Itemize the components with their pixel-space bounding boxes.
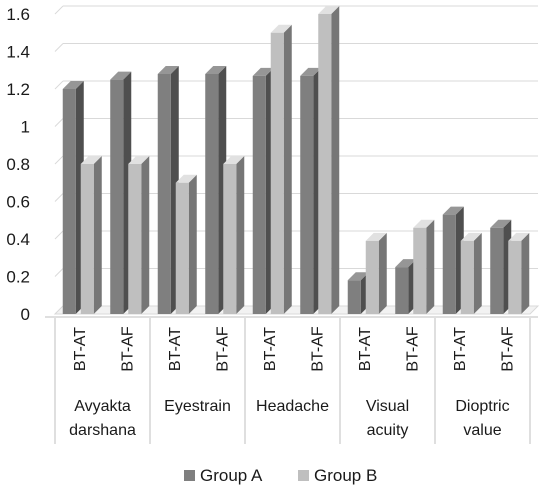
bar-group-b <box>318 6 340 314</box>
legend-swatch <box>298 470 309 481</box>
gridline-side <box>54 118 64 127</box>
bar-group-a <box>347 272 369 314</box>
x-tick-label: BT-AF <box>309 326 326 372</box>
bar-group-a <box>252 67 274 314</box>
group-label: Avyakta <box>74 398 131 415</box>
y-tick-label: 0.4 <box>6 230 30 249</box>
bar-group-a <box>62 81 84 314</box>
bar-group-a <box>157 66 179 314</box>
y-tick-label: 0.8 <box>6 155 30 174</box>
bar-group-b <box>80 156 102 314</box>
x-tick-label: BT-AT <box>167 327 184 371</box>
group-label: Headache <box>256 398 329 415</box>
group-label: Eyestrain <box>164 398 231 415</box>
bar-group-a <box>395 259 417 314</box>
bar-group-b <box>365 232 387 314</box>
bar-group-a <box>442 206 464 314</box>
x-tick-label: BT-AF <box>119 326 136 372</box>
group-label: value <box>463 422 501 439</box>
bars <box>62 6 530 314</box>
gridline-side <box>54 155 64 165</box>
bar-group-a <box>490 219 512 314</box>
bar-group-b <box>175 174 197 314</box>
gridline-side <box>54 268 64 277</box>
bar-group-a <box>205 66 227 314</box>
group-label: Visual <box>366 398 409 415</box>
x-axis: BT-AT BT-AF BT-AT BT-AF BT-AT BT-AF BT-AT BT-AF… <box>45 316 538 444</box>
gridline-side <box>54 43 64 52</box>
y-tick-label: 1.6 <box>6 5 30 24</box>
bar-group-b <box>460 232 482 314</box>
bar-group-a <box>110 71 132 314</box>
x-tick-label: BT-AT <box>72 327 89 371</box>
group-label: acuity <box>367 422 409 439</box>
x-tick-label: BT-AF <box>499 326 516 372</box>
legend-item: Group B <box>298 466 377 485</box>
y-tick-label: 1 <box>21 118 30 137</box>
y-tick-label: 0.2 <box>6 268 30 287</box>
bar-group-b <box>413 219 435 314</box>
bar-group-b <box>508 232 530 314</box>
x-tick-label: BT-AT <box>452 327 469 371</box>
y-tick-label: 1.4 <box>6 43 30 62</box>
legend-item: Group A <box>184 466 263 485</box>
legend-label: Group A <box>200 466 263 485</box>
gridline-side <box>54 230 64 240</box>
x-tick-label: BT-AF <box>404 326 421 372</box>
y-tick-label: 0.6 <box>6 193 30 212</box>
x-tick-label: BT-AT <box>357 327 374 371</box>
bar-group-b <box>128 156 150 314</box>
y-tick-label: 1.2 <box>6 80 30 99</box>
y-tick-label: 0 <box>21 305 30 324</box>
legend: Group A Group B <box>184 466 377 485</box>
bar-group-a <box>300 67 322 314</box>
gridline-side <box>54 5 64 15</box>
gridline-side <box>54 80 64 90</box>
group-label: darshana <box>69 422 136 439</box>
x-tick-label: BT-AT <box>262 327 279 371</box>
x-tick-label: BT-AF <box>214 326 231 372</box>
legend-label: Group B <box>314 466 377 485</box>
bar-group-b <box>270 24 292 314</box>
y-axis: 0 0.2 0.4 0.6 0.8 1 1.2 1.4 1.6 <box>6 5 30 324</box>
group-label: Dioptric <box>455 398 509 415</box>
bar-group-b <box>223 156 245 314</box>
legend-swatch <box>184 470 195 481</box>
gridline-side <box>54 193 64 202</box>
